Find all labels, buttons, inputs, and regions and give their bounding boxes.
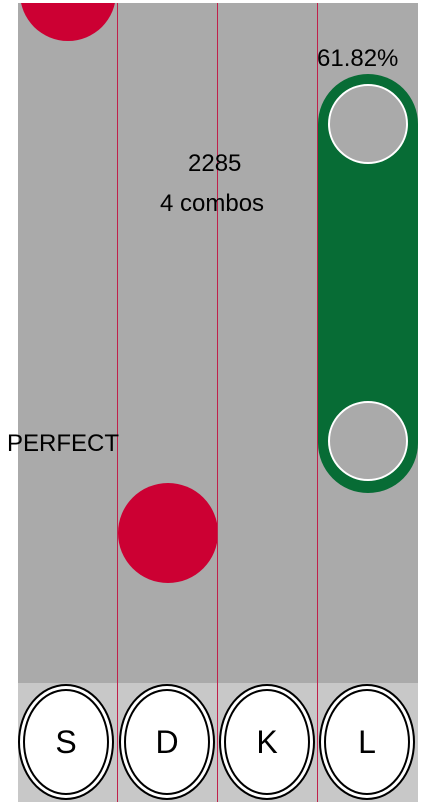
- score: 2285: [188, 150, 242, 177]
- combo-count: 4 combos: [160, 190, 265, 217]
- key-k-button[interactable]: K: [219, 684, 315, 800]
- key-d-label: D: [155, 723, 179, 760]
- lane-divider-2: [217, 3, 218, 802]
- hold-note-lane-l: [318, 74, 418, 493]
- accuracy-percent: 61.82%: [317, 45, 399, 72]
- playfield: [18, 3, 418, 683]
- key-l-button[interactable]: L: [319, 684, 415, 800]
- lane-divider-3: [317, 3, 318, 802]
- tap-note-lane-s: [20, 3, 116, 41]
- key-s-button[interactable]: S: [18, 684, 114, 800]
- judgement-text: PERFECT: [7, 430, 120, 457]
- hold-note-head: [328, 84, 408, 164]
- lane-divider-1: [117, 3, 118, 802]
- key-k-label: K: [256, 723, 278, 760]
- key-s-label: S: [55, 723, 77, 760]
- hold-note-tail: [328, 401, 408, 481]
- key-d-button[interactable]: D: [119, 684, 215, 800]
- key-l-label: L: [358, 723, 376, 760]
- tap-note-lane-d: [118, 483, 218, 583]
